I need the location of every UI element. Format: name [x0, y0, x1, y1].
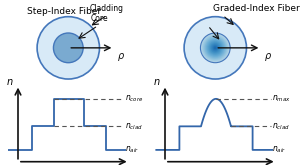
Text: Graded-Index Fiber: Graded-Index Fiber: [213, 4, 299, 13]
Text: $n_{air}$: $n_{air}$: [125, 145, 139, 155]
Text: $n_{air}$: $n_{air}$: [272, 145, 286, 155]
Circle shape: [209, 41, 222, 54]
Circle shape: [204, 37, 226, 59]
Text: Step-Index Fiber: Step-Index Fiber: [28, 7, 102, 16]
Circle shape: [206, 39, 224, 57]
Circle shape: [210, 43, 220, 53]
Circle shape: [203, 35, 228, 60]
Circle shape: [207, 39, 224, 56]
Circle shape: [211, 44, 219, 52]
Circle shape: [211, 43, 220, 52]
Circle shape: [208, 40, 223, 55]
Circle shape: [203, 36, 227, 60]
Circle shape: [214, 46, 217, 49]
Circle shape: [202, 34, 229, 61]
Circle shape: [208, 41, 222, 55]
Text: $n_{clad}$: $n_{clad}$: [272, 121, 290, 132]
Circle shape: [202, 35, 228, 61]
Circle shape: [206, 38, 225, 58]
Circle shape: [213, 45, 218, 50]
Text: $n$: $n$: [153, 77, 160, 87]
Circle shape: [214, 47, 216, 49]
Circle shape: [212, 45, 218, 51]
Circle shape: [53, 33, 83, 63]
Circle shape: [209, 42, 221, 54]
Circle shape: [212, 44, 219, 51]
Text: $n_{clad}$: $n_{clad}$: [125, 121, 143, 132]
Circle shape: [207, 40, 223, 56]
Circle shape: [184, 17, 247, 79]
Circle shape: [213, 46, 217, 50]
Circle shape: [215, 47, 216, 48]
Circle shape: [206, 38, 225, 57]
Circle shape: [205, 37, 226, 58]
Text: Core: Core: [91, 14, 108, 23]
Text: Cladding: Cladding: [90, 4, 124, 13]
Circle shape: [200, 33, 230, 63]
Circle shape: [210, 42, 221, 53]
Text: $n$: $n$: [6, 77, 13, 87]
Circle shape: [204, 36, 227, 59]
Circle shape: [201, 33, 230, 62]
Text: $n_{max}$: $n_{max}$: [272, 94, 290, 104]
Text: $n_{core}$: $n_{core}$: [125, 94, 143, 104]
Text: $\rho$: $\rho$: [117, 51, 124, 63]
Text: $\rho$: $\rho$: [264, 51, 272, 63]
Circle shape: [201, 34, 229, 62]
Circle shape: [37, 17, 100, 79]
